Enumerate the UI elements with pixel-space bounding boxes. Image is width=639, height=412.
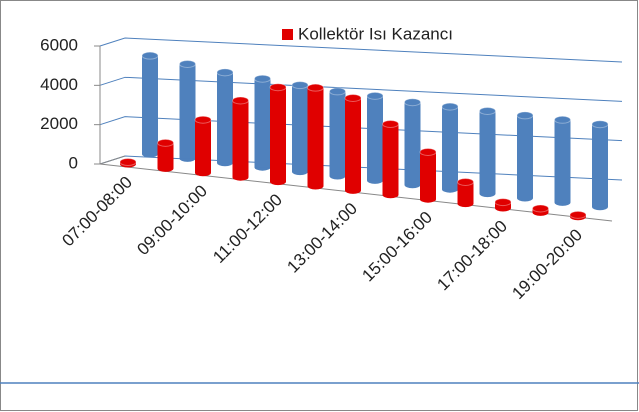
cylinder-top (404, 98, 421, 107)
cylinder (441, 102, 459, 193)
cylinder (291, 81, 309, 176)
cylinder (569, 210, 587, 221)
cylinder-body (479, 111, 496, 194)
cylinder-body (292, 85, 308, 172)
cylinder-body (232, 100, 249, 178)
cylinder (232, 96, 249, 181)
cylinder (479, 107, 496, 198)
cylinder (157, 138, 174, 172)
cylinder-body (142, 55, 158, 154)
cylinder (179, 60, 196, 162)
cylinder-top (516, 111, 534, 120)
cylinder-top (494, 198, 512, 207)
y-tick-label: 4000 (40, 75, 78, 94)
cylinder (457, 177, 474, 208)
cylinder-top (157, 138, 174, 147)
grid-line (99, 37, 623, 63)
cylinder (366, 91, 384, 184)
cylinder-body (404, 102, 421, 185)
cylinder-top (232, 96, 249, 105)
cylinder-body (254, 78, 271, 168)
cylinder-top (291, 81, 309, 90)
y-tick-label: 2000 (40, 114, 78, 133)
x-axis-back (99, 155, 126, 165)
cylinder (554, 115, 571, 206)
cylinder (329, 87, 346, 180)
cylinder (404, 98, 421, 189)
cylinder-top (382, 120, 399, 128)
cylinder-top (479, 107, 496, 115)
cylinder-body (592, 124, 608, 207)
cylinder-top (179, 60, 196, 68)
cylinder (194, 115, 212, 177)
cylinder (344, 93, 362, 194)
cylinder-body (307, 87, 324, 186)
cylinder-body (157, 142, 174, 169)
cylinder-top (254, 74, 271, 83)
cylinder-top (269, 83, 287, 92)
cylinder-body (270, 87, 286, 182)
cylinder-top (119, 158, 137, 167)
cylinder-body (382, 124, 399, 195)
legend-label: Kollektör Isı Kazancı (298, 24, 453, 43)
cylinder-top (194, 115, 212, 124)
cylinder-top (441, 102, 459, 111)
y-tick-label: 0 (69, 153, 78, 172)
cylinder-body (179, 64, 196, 159)
cylinder (382, 120, 399, 199)
cylinder-top (554, 115, 571, 124)
cylinder-body (420, 152, 436, 200)
cylinder-body (367, 95, 383, 181)
cylinder-top (216, 68, 234, 77)
cylinder-top (141, 51, 159, 60)
cylinder-top (307, 83, 324, 92)
cylinder-body (195, 119, 211, 173)
cylinder-top (591, 120, 609, 129)
cylinder-body (345, 97, 361, 191)
cylinder-top (344, 93, 362, 102)
grid-line (99, 76, 623, 102)
cylinder-body (442, 106, 458, 190)
cylinder-body (517, 115, 533, 198)
cylinder-body (329, 91, 346, 176)
cylinder (141, 51, 159, 158)
cylinder (532, 204, 549, 216)
y-tick-label: 6000 (40, 35, 78, 54)
cylinder (269, 83, 287, 186)
cylinder (216, 68, 234, 167)
cylinder-top (366, 91, 384, 100)
cylinder-top (419, 148, 437, 156)
cylinder (419, 148, 437, 203)
cylinder-top (329, 87, 346, 96)
cylinder (591, 120, 609, 211)
cylinder-top (569, 210, 587, 219)
cylinder-top (532, 204, 549, 213)
cylinder (254, 74, 271, 171)
cylinder-body (457, 181, 474, 204)
cylinder (516, 111, 534, 202)
cylinder (119, 158, 137, 168)
cylinder-body (554, 119, 571, 203)
cylinder (307, 83, 324, 190)
cylinder (494, 198, 512, 212)
cylinder-top (457, 177, 474, 186)
legend-swatch (282, 29, 293, 40)
cylinder-body (217, 72, 233, 163)
